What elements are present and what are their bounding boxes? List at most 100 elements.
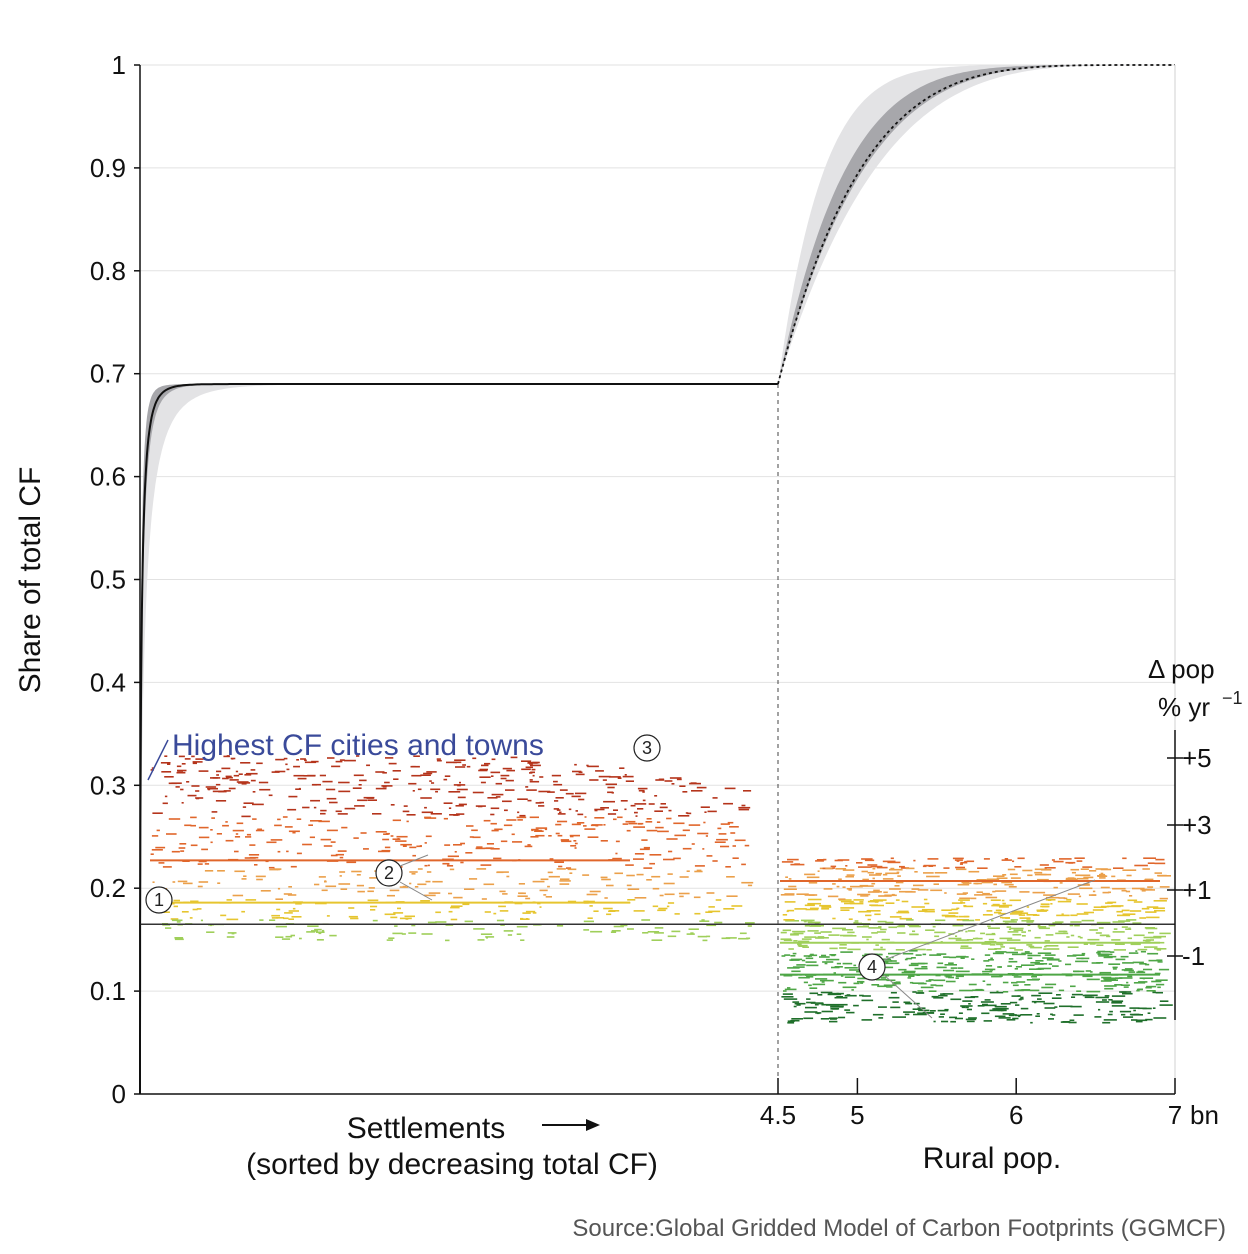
rural-point	[913, 1013, 927, 1016]
rural-point	[960, 901, 963, 903]
rural-point	[1133, 1009, 1136, 1012]
rural-point	[921, 908, 935, 911]
rural-point	[889, 888, 901, 890]
rural-point	[1034, 936, 1041, 939]
rural-point	[844, 1009, 851, 1011]
rural-point	[865, 914, 872, 917]
rural-point	[1040, 873, 1052, 876]
rural-point	[1089, 943, 1096, 945]
rural-point	[1042, 957, 1054, 959]
rural-point	[788, 885, 797, 888]
settlement-point	[529, 779, 533, 781]
rural-point	[1030, 946, 1042, 949]
rural-point	[977, 1005, 985, 1007]
settlement-point	[510, 756, 518, 759]
settlement-point	[341, 826, 348, 829]
rural-point	[788, 878, 792, 880]
settlement-point	[330, 854, 338, 857]
settlement-point	[234, 836, 241, 838]
rural-point	[936, 966, 947, 969]
rural-point	[1133, 982, 1146, 984]
settlement-point	[587, 900, 595, 903]
settlement-point	[696, 786, 707, 789]
settlement-point	[600, 840, 608, 842]
rural-point	[1093, 906, 1107, 908]
settlement-point	[295, 903, 302, 905]
settlement-point	[738, 806, 751, 809]
rural-point	[1095, 932, 1102, 934]
rural-point	[912, 991, 917, 993]
rural-point	[1111, 875, 1116, 878]
source-note: Source:Global Gridded Model of Carbon Fo…	[572, 1215, 1226, 1242]
y-tick-label: 0.4	[90, 667, 126, 697]
rural-point	[848, 889, 852, 891]
rural-point	[977, 867, 988, 869]
settlement-point	[731, 905, 743, 907]
rural-point	[1027, 924, 1031, 926]
rural-point	[904, 1013, 910, 1016]
rural-point	[1009, 873, 1018, 876]
rural-point	[1080, 874, 1091, 877]
settlement-point	[479, 776, 491, 778]
settlement-point	[302, 806, 310, 809]
settlement-point	[637, 787, 648, 790]
settlement-point	[296, 818, 302, 820]
settlement-point	[688, 928, 699, 930]
rural-point	[1011, 995, 1020, 997]
rural-point	[1104, 979, 1118, 981]
settlement-point	[396, 835, 408, 838]
settlement-point	[216, 770, 222, 773]
settlement-point	[320, 812, 326, 815]
rural-point	[1095, 1001, 1110, 1003]
rural-point	[1044, 1007, 1056, 1009]
settlement-point	[471, 829, 478, 832]
rural-point	[1012, 953, 1026, 956]
settlement-point	[252, 791, 256, 793]
settlement-point	[234, 870, 245, 873]
settlement-point	[257, 828, 262, 831]
settlement-point	[367, 799, 377, 801]
settlement-point	[299, 937, 302, 940]
rural-point	[1147, 862, 1155, 864]
rural-point	[1048, 924, 1055, 927]
settlement-point	[490, 822, 497, 825]
rural-point	[1111, 905, 1124, 907]
rural-point	[802, 946, 809, 948]
settlement-point	[682, 847, 692, 850]
settlement-point	[694, 870, 703, 873]
rural-point	[885, 962, 899, 965]
rural-point	[1044, 954, 1056, 956]
rural-point	[960, 1005, 973, 1007]
settlement-point	[372, 813, 382, 815]
settlement-point	[241, 878, 247, 880]
rural-point	[1153, 1017, 1167, 1019]
rural-point	[787, 909, 795, 912]
rural-point	[809, 987, 818, 989]
settlement-point	[517, 811, 520, 814]
rural-point	[1135, 1019, 1148, 1022]
settlement-point	[573, 840, 577, 842]
settlement-point	[244, 774, 252, 776]
settlement-point	[634, 897, 647, 899]
settlement-point	[381, 785, 393, 787]
settlement-point	[456, 788, 468, 791]
rural-point	[975, 937, 979, 940]
rural-point	[982, 1003, 988, 1006]
settlement-point	[660, 803, 666, 805]
settlement-point	[156, 829, 160, 832]
rural-point	[941, 909, 952, 911]
rural-point	[956, 907, 960, 910]
rural-point	[1133, 934, 1145, 937]
settlement-point	[326, 797, 337, 800]
y-axis-title: Share of total CF	[14, 467, 47, 694]
rural-point	[881, 961, 889, 963]
rural-point	[1016, 981, 1026, 983]
rural-point	[1121, 1013, 1126, 1016]
rural-point	[957, 883, 970, 886]
settlement-point	[269, 868, 279, 871]
rural-point	[1082, 866, 1093, 868]
settlement-point	[268, 866, 275, 869]
rural-point	[785, 920, 799, 922]
rural-point	[948, 962, 954, 964]
settlement-point	[200, 919, 203, 922]
